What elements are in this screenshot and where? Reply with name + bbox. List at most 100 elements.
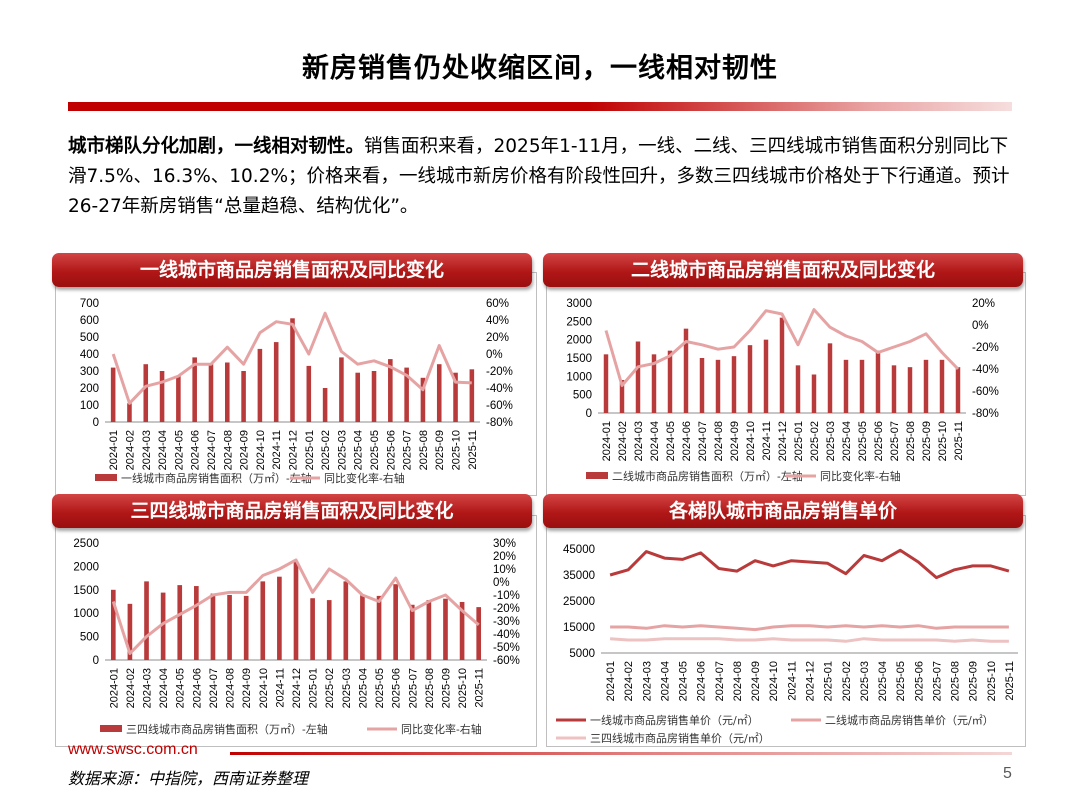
y-right-tick-label: -80%	[972, 408, 999, 420]
y-left-tick-label: 2000	[566, 335, 592, 347]
bar	[177, 585, 183, 660]
bar	[127, 603, 133, 660]
x-tick-label: 2025-08	[950, 661, 962, 701]
bar	[194, 586, 199, 660]
series-line	[609, 548, 1010, 580]
x-tick-label: 2024-02	[617, 421, 629, 461]
bar	[343, 581, 349, 660]
y-left-tick-label: 700	[80, 298, 99, 310]
x-tick-label: 2025-09	[440, 668, 452, 708]
x-tick-label: 2024-08	[225, 668, 237, 708]
bar	[144, 581, 149, 660]
x-tick-label: 2024-11	[761, 421, 773, 461]
x-tick-label: 2025-05	[895, 661, 907, 701]
bar	[227, 594, 232, 660]
bar	[355, 372, 360, 422]
bar	[273, 342, 279, 422]
bar	[436, 364, 442, 422]
x-tick-label: 2024-11	[271, 430, 283, 470]
bar	[322, 388, 328, 422]
x-tick-label: 2025-02	[320, 430, 332, 470]
bar	[811, 374, 817, 413]
y-left-tick-label: 300	[80, 366, 99, 378]
x-tick-label: 2025-02	[841, 661, 853, 701]
x-tick-label: 2024-04	[157, 430, 169, 470]
legend-label: 同比变化率-右轴	[820, 469, 901, 483]
bar	[360, 595, 365, 660]
y-left-tick-label: 1500	[73, 585, 99, 597]
y-left-tick-label: 45000	[563, 544, 595, 556]
x-tick-label: 2024-10	[745, 421, 757, 461]
panel-title-tier2-area: 二线城市商品房销售面积及同比变化	[543, 253, 1023, 287]
y-right-tick-label: 0%	[486, 349, 503, 361]
y-left-tick-label: 5000	[569, 648, 595, 660]
bar	[176, 376, 181, 422]
y-left-tick-label: 2000	[73, 561, 99, 573]
y-left-tick-label: 600	[80, 315, 99, 327]
x-tick-label: 2025-08	[418, 430, 430, 470]
legend-label: 三四线城市商品房销售单价（元/㎡）	[590, 731, 770, 745]
legend-label: 一线城市商品房销售单价（元/㎡）	[590, 713, 759, 727]
bar	[210, 593, 216, 660]
x-tick-label: 2025-07	[931, 661, 943, 701]
bar	[459, 601, 465, 660]
x-tick-label: 2024-08	[732, 661, 744, 701]
y-right-tick-label: -60%	[972, 386, 999, 398]
x-tick-label: 2024-01	[605, 661, 617, 701]
x-tick-label: 2024-04	[649, 421, 661, 461]
x-tick-label: 2025-09	[434, 430, 446, 470]
bar	[683, 328, 689, 413]
y-right-tick-label: -40%	[972, 364, 999, 376]
title-underline	[68, 102, 1012, 111]
bar	[257, 348, 263, 422]
bar	[306, 365, 312, 422]
x-tick-label: 2025-03	[336, 430, 348, 470]
bar	[371, 371, 377, 422]
y-left-tick-label: 0	[586, 408, 592, 420]
y-right-tick-label: 60%	[486, 298, 509, 310]
bar	[715, 359, 721, 413]
x-tick-label: 2025-08	[424, 668, 436, 708]
bar	[827, 343, 833, 413]
bar	[635, 341, 641, 413]
y-left-tick-label: 3000	[566, 298, 592, 310]
x-tick-label: 2024-02	[125, 668, 137, 708]
x-tick-label: 2025-11	[1004, 661, 1016, 701]
series-line	[111, 558, 480, 655]
y-right-tick-label: 30%	[493, 538, 516, 550]
x-tick-label: 2025-01	[308, 668, 320, 708]
x-tick-label: 2024-04	[158, 668, 170, 708]
y-left-tick-label: 500	[573, 390, 592, 402]
y-right-tick-label: 40%	[486, 315, 509, 327]
bar	[603, 354, 609, 413]
x-tick-label: 2025-11	[474, 668, 486, 708]
bar	[443, 598, 448, 660]
x-tick-label: 2024-12	[291, 668, 303, 708]
y-right-tick-label: 20%	[493, 551, 516, 563]
bar	[763, 339, 769, 413]
x-tick-label: 2025-02	[324, 668, 336, 708]
x-tick-label: 2024-01	[601, 421, 613, 461]
bar	[843, 359, 849, 413]
y-left-tick-label: 15000	[563, 622, 595, 634]
x-tick-label: 2024-12	[288, 430, 300, 470]
bar	[923, 359, 929, 413]
chart-tier1-area: 0 100 200 300 400 500 600 700 -80% -60% -40% -20% 0%…	[80, 298, 513, 485]
x-tick-label: 2025-07	[407, 668, 419, 708]
y-right-tick-label: 20%	[972, 298, 995, 310]
legend-label: 二线城市商品房销售单价（元/㎡）	[825, 713, 994, 727]
bar	[907, 367, 913, 413]
legend-swatch	[95, 474, 117, 481]
x-tick-label: 2025-04	[841, 421, 853, 461]
bar	[875, 350, 881, 413]
bar	[127, 403, 132, 422]
y-right-tick-label: -30%	[493, 616, 520, 628]
y-right-tick-label: -20%	[493, 603, 520, 615]
bar	[409, 604, 415, 660]
bar	[891, 365, 897, 413]
x-tick-label: 2025-11	[953, 421, 965, 461]
chart-tier34-area: 0 500 1000 1500 2000 2500 -60%-50%-40%-30%-20%…	[73, 538, 520, 736]
y-left-tick-label: 2500	[73, 538, 99, 550]
legend-label: 同比变化率-右轴	[324, 471, 405, 485]
bar	[326, 600, 332, 660]
